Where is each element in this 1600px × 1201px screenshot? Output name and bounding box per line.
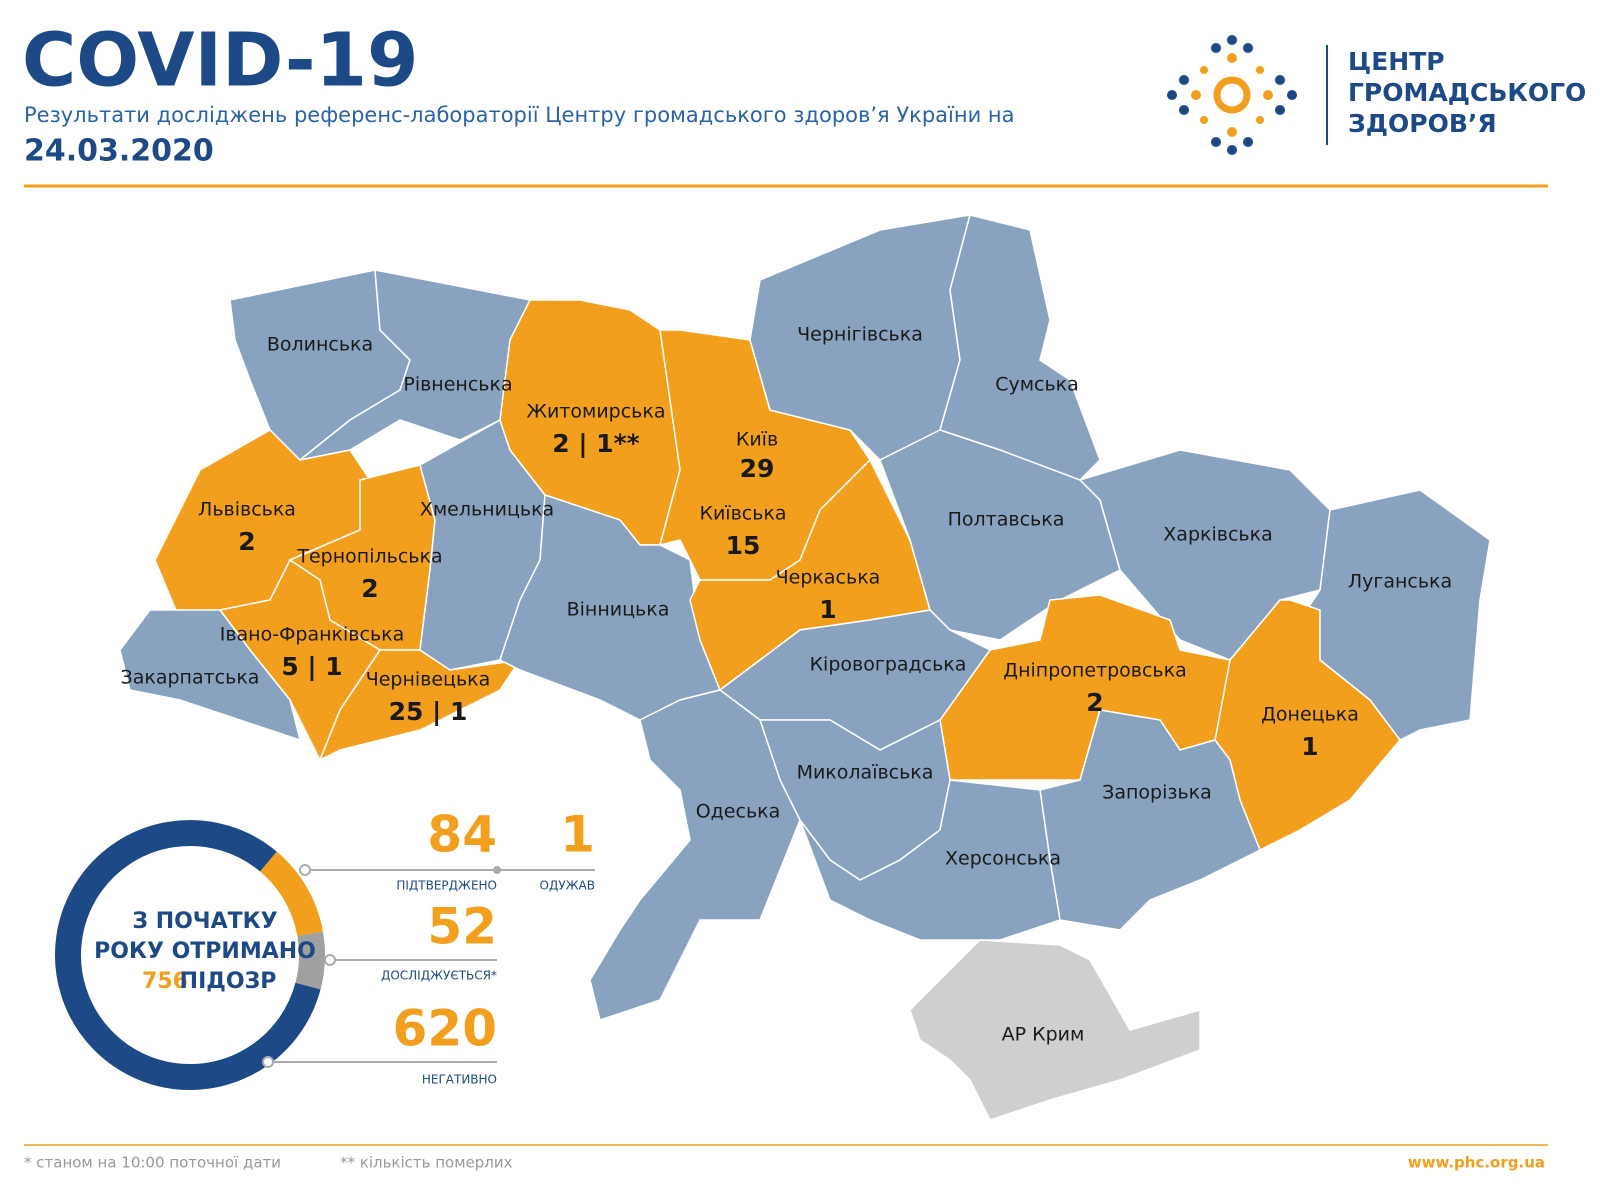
city-cases: 29 <box>740 454 775 483</box>
map <box>119 214 1491 1121</box>
stat-value: 620 <box>393 1000 497 1058</box>
stat-label: ДОСЛІДЖУЄТЬСЯ* <box>381 969 497 983</box>
region-name: Кіровоградська <box>810 654 967 676</box>
leader-dot <box>493 866 501 874</box>
region-cases: 15 <box>726 531 761 560</box>
region-name: Тернопільська <box>296 546 442 568</box>
title: COVID-19 <box>22 18 419 104</box>
region-name: Івано-Франківська <box>220 624 405 646</box>
region-name: Луганська <box>1348 571 1452 593</box>
region-name: Миколаївська <box>797 762 934 784</box>
subtitle: Результати досліджень референс-лаборатор… <box>24 103 1015 127</box>
summary-text: РОКУ ОТРИМАНО <box>94 939 316 964</box>
region <box>879 429 1121 641</box>
donut-segment <box>295 931 325 990</box>
region-cases: 5 | 1 <box>281 652 342 681</box>
stat-value: 1 <box>560 806 595 864</box>
region-name: Харківська <box>1163 524 1272 546</box>
region-name: Вінницька <box>567 599 670 621</box>
region <box>939 214 1101 481</box>
region-cases: 25 | 1 <box>389 697 468 726</box>
region-name: Рівненська <box>403 374 512 396</box>
map-labels: Волинська Рівненська Львівська 2 Тернопільсь… <box>121 324 1453 1046</box>
region-cases: 2 <box>1086 688 1103 717</box>
region-cases: 2 | 1** <box>552 429 639 458</box>
logo-text: ЦЕНТР <box>1348 47 1445 76</box>
donut-segment <box>259 851 323 937</box>
region-cases: 2 <box>361 574 378 603</box>
region <box>589 689 801 1021</box>
stat-label: ОДУЖАВ <box>540 879 596 893</box>
region-cases: 2 <box>238 527 255 556</box>
region <box>799 779 1061 941</box>
region-name: Запорізька <box>1102 782 1212 804</box>
summary-text: ПІДОЗР <box>180 969 277 994</box>
stat-label: НЕГАТИВНО <box>422 1073 497 1087</box>
region-name: Волинська <box>267 334 373 356</box>
region-name: Чернігівська <box>797 324 923 346</box>
logo-text: ГРОМАДСЬКОГО <box>1348 78 1586 107</box>
region-name: Одеська <box>696 801 781 823</box>
url: www.phc.org.ua <box>1408 1154 1545 1172</box>
region-cases: 1 <box>1301 732 1318 761</box>
donut-segment <box>55 820 321 1090</box>
region-name: Черкаська <box>776 567 881 589</box>
leader-dot <box>262 1056 274 1068</box>
stat-value: 84 <box>427 806 497 864</box>
summary-total: 756 <box>142 969 188 994</box>
leader-dot <box>324 954 336 966</box>
stat-value: 52 <box>427 898 497 956</box>
footnote: ** кількість померлих <box>340 1154 513 1172</box>
region-name: АР Крим <box>1002 1024 1085 1046</box>
date: 24.03.2020 <box>24 134 214 169</box>
region-name: Полтавська <box>948 509 1065 531</box>
region-name: Львівська <box>198 499 296 521</box>
logo-mark <box>1167 35 1297 155</box>
region-name: Чернівецька <box>366 669 491 691</box>
region-name: Київська <box>699 503 786 525</box>
region <box>909 939 1201 1121</box>
region-name: Донецька <box>1261 704 1359 726</box>
leader-dot <box>299 864 311 876</box>
stat-label: ПІДТВЕРДЖЕНО <box>396 879 497 893</box>
region <box>119 609 302 742</box>
region-name: Сумська <box>995 374 1079 396</box>
logo-text: ЗДОРОВ’Я <box>1348 109 1497 138</box>
region-name: Хмельницька <box>420 499 554 521</box>
region-cases: 1 <box>819 595 836 624</box>
summary-text: З ПОЧАТКУ <box>132 909 277 934</box>
region-name: Житомирська <box>526 401 665 423</box>
region-name: Закарпатська <box>121 667 260 689</box>
region-name: Херсонська <box>945 848 1061 870</box>
city-name: Київ <box>736 429 778 451</box>
region-name: Дніпропетровська <box>1003 660 1186 682</box>
footnote: * станом на 10:00 поточної дати <box>24 1154 281 1172</box>
